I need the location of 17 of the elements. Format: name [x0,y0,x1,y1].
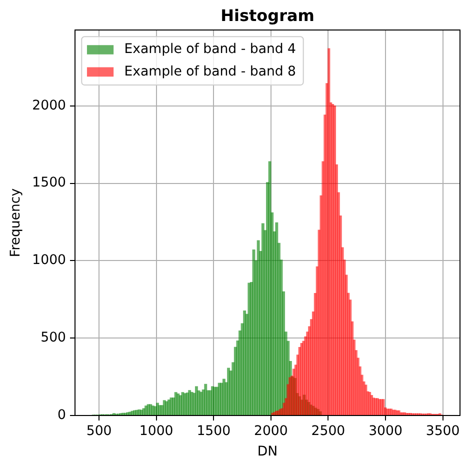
y-tick-label: 2000 [32,98,66,114]
chart-title: Histogram [220,6,314,26]
x-tick-label: 2000 [254,424,288,439]
y-axis-title: Frequency [8,188,24,258]
y-tick-label: 500 [40,330,66,346]
x-tick-label: 3500 [426,424,460,439]
x-tick-label: 500 [86,424,112,439]
y-tick-label: 0 [58,408,66,423]
x-tick-label: 2500 [311,424,346,439]
x-tick-label: 1500 [196,424,231,439]
x-tick-label: 3000 [368,424,402,439]
legend-label: Example of band - band 8 [124,64,296,80]
y-tick-label: 1500 [32,176,66,191]
x-axis-title: DN [257,444,278,460]
legend-label: Example of band - band 4 [124,42,296,58]
x-tick-label: 1000 [139,424,174,439]
y-tick-label: 1000 [32,253,66,268]
